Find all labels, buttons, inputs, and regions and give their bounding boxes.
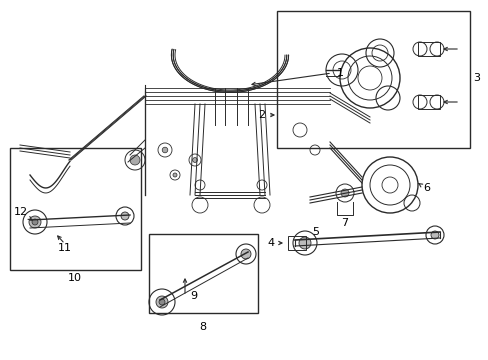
Circle shape (32, 219, 38, 225)
Circle shape (192, 158, 197, 162)
Text: 1: 1 (336, 68, 343, 78)
Circle shape (29, 216, 41, 228)
Circle shape (173, 173, 177, 177)
Text: 5: 5 (311, 227, 318, 237)
Bar (417, 95, 439, 109)
Circle shape (159, 299, 164, 305)
Circle shape (156, 296, 168, 308)
Text: 2: 2 (257, 110, 264, 120)
Bar (10, 148, 141, 270)
Text: 11: 11 (58, 243, 72, 253)
Bar (287, 236, 305, 250)
Text: 4: 4 (267, 238, 274, 248)
Circle shape (340, 189, 348, 197)
Circle shape (121, 212, 129, 220)
Text: 3: 3 (472, 73, 479, 83)
Text: 8: 8 (199, 322, 206, 332)
Circle shape (241, 249, 250, 259)
Circle shape (298, 237, 310, 249)
Bar (149, 234, 258, 313)
Bar (276, 11, 469, 148)
Circle shape (162, 147, 167, 153)
Text: 12: 12 (14, 207, 28, 217)
Bar (417, 42, 439, 56)
Text: 7: 7 (341, 218, 348, 228)
Circle shape (130, 155, 140, 165)
Text: 6: 6 (422, 183, 429, 193)
Text: 10: 10 (68, 273, 82, 283)
Circle shape (430, 231, 438, 239)
Text: 9: 9 (190, 291, 197, 301)
